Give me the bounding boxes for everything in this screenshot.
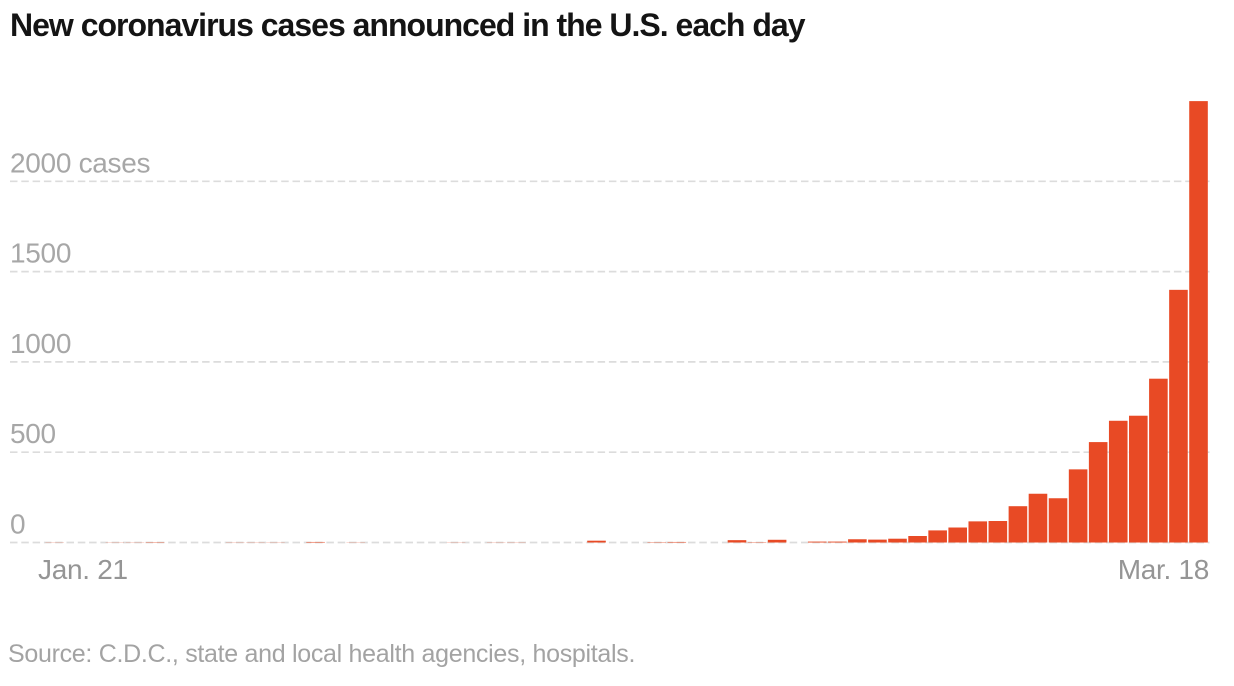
- bar-mar-2: [868, 539, 887, 543]
- bar-mar-10: [1028, 493, 1048, 543]
- bar-mar-16: [1149, 378, 1168, 543]
- bar-mar-1: [848, 539, 867, 543]
- y-axis-tick-label: 1000: [10, 328, 71, 359]
- bar-feb-26: [767, 539, 787, 543]
- x-axis-label-end: Mar. 18: [1117, 554, 1210, 585]
- bar-mar-6: [948, 527, 968, 543]
- bar-mar-17: [1169, 289, 1188, 543]
- bar-mar-7: [968, 521, 988, 543]
- bar-mar-5: [928, 530, 947, 543]
- y-axis-tick-label: 500: [10, 418, 56, 449]
- bar-mar-9: [1008, 506, 1028, 543]
- bar-mar-4: [908, 536, 927, 543]
- bar-mar-12: [1068, 469, 1088, 543]
- bar-feb-17: [587, 540, 606, 543]
- bar-mar-15: [1129, 415, 1148, 543]
- bar-mar-14: [1108, 420, 1128, 543]
- bar-mar-8: [988, 521, 1008, 543]
- y-axis-tick-label: 0: [10, 509, 25, 540]
- bar-feb-29: [828, 541, 847, 543]
- bar-feb-21: [667, 541, 687, 543]
- bar-feb-3: [306, 541, 325, 543]
- source-note: Source: C.D.C., state and local health a…: [8, 640, 636, 668]
- bar-mar-18: [1189, 101, 1208, 543]
- bar-mar-13: [1088, 442, 1108, 543]
- chart-title: New coronavirus cases announced in the U…: [10, 7, 805, 43]
- x-axis-label-start: Jan. 21: [38, 554, 128, 585]
- bar-feb-28: [807, 541, 827, 543]
- y-axis-tick-label: 1500: [10, 238, 71, 269]
- y-axis-tick-label: 2000 cases: [10, 147, 150, 178]
- bar-mar-3: [888, 538, 907, 543]
- bar-mar-11: [1048, 498, 1068, 543]
- bar-feb-24: [727, 540, 747, 543]
